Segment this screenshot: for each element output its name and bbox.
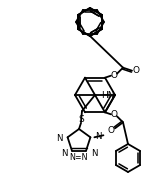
Text: N: N (95, 132, 102, 141)
Text: N: N (61, 149, 68, 158)
Text: S: S (78, 115, 84, 124)
Text: N: N (91, 149, 98, 158)
Text: N=N: N=N (70, 154, 88, 162)
Text: O: O (107, 126, 114, 135)
Text: O: O (111, 110, 118, 119)
Text: HN: HN (101, 90, 115, 100)
Text: O: O (132, 66, 139, 75)
Text: N: N (56, 134, 63, 143)
Text: O: O (111, 71, 118, 80)
